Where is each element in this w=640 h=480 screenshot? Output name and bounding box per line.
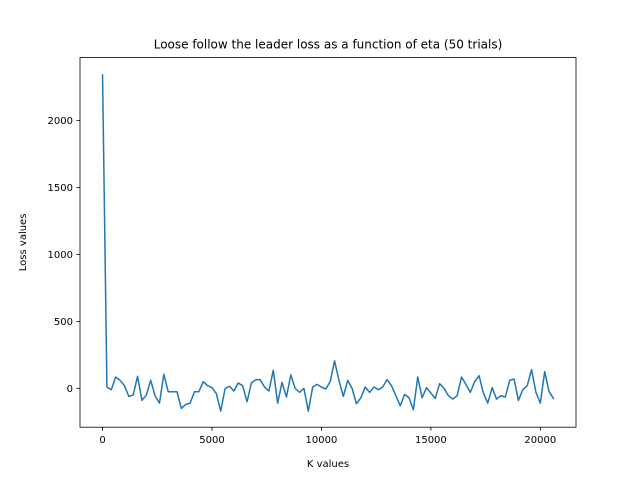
plot-area (101, 74, 555, 412)
y-axis-label: Loss values (18, 214, 29, 272)
y-tick-label: 1500 (48, 183, 73, 194)
y-tick-label: 500 (54, 317, 73, 328)
y-tick-label: 0 (67, 384, 73, 395)
x-tick-label: 5000 (199, 435, 224, 446)
x-axis: 0 5000 10000 15000 20000 (99, 427, 556, 446)
series-line-0 (101, 74, 555, 412)
x-tick-label: 20000 (524, 435, 556, 446)
x-axis-label: K values (307, 459, 349, 470)
y-tick-label: 2000 (48, 116, 73, 127)
y-axis: 0 500 1000 1500 2000 (48, 116, 80, 395)
x-tick-label: 15000 (415, 435, 447, 446)
x-tick-label: 0 (99, 435, 105, 446)
chart-title: Loose follow the leader loss as a functi… (154, 38, 503, 52)
axes-frame (79, 57, 577, 428)
y-tick-label: 1000 (48, 250, 73, 261)
x-tick-label: 10000 (306, 435, 338, 446)
